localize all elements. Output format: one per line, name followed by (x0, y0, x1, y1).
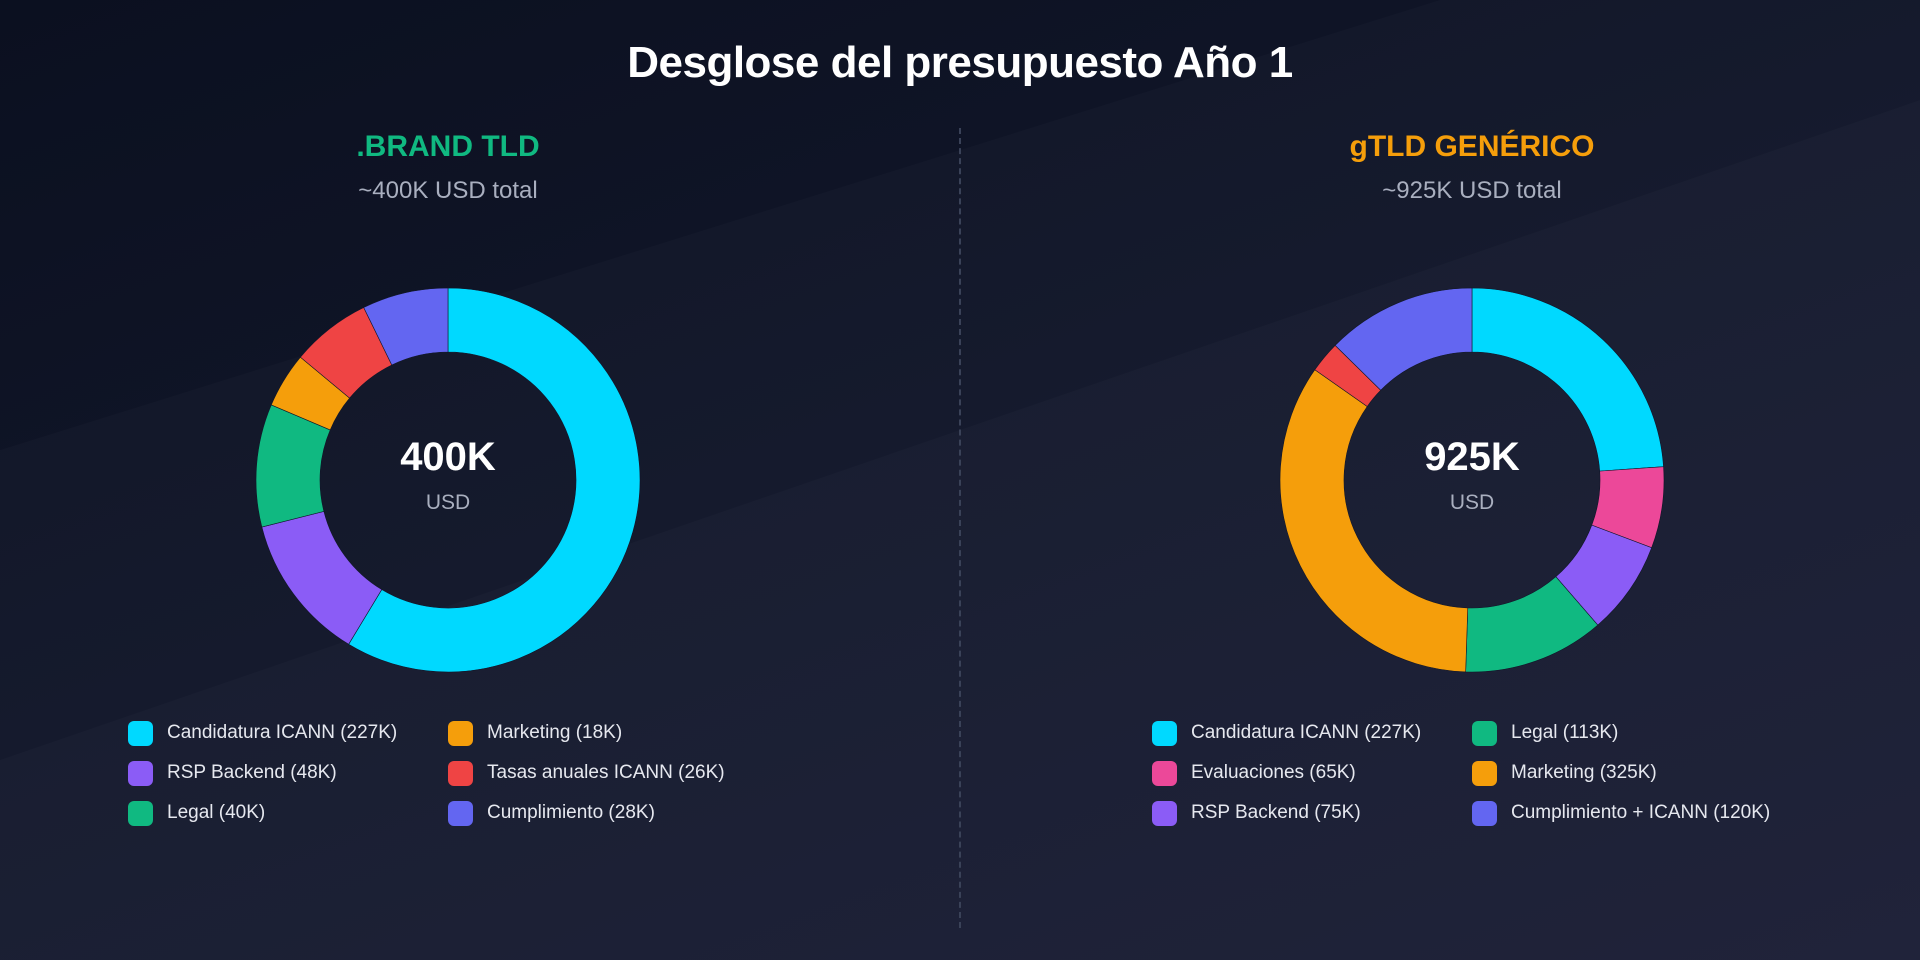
legend-label: Candidatura ICANN (227K) (1191, 722, 1422, 743)
gtld-generico-title: gTLD GENÉRICO (1349, 130, 1595, 163)
brand-tld-title: .BRAND TLD (356, 130, 540, 163)
legend-label: Legal (40K) (167, 802, 266, 823)
gtld-generico-legend-item: Candidatura ICANN (227K) (1152, 720, 1421, 746)
legend-swatch (1472, 800, 1497, 826)
legend-swatch (1152, 720, 1177, 746)
legend-label: Tasas anuales ICANN (26K) (487, 762, 725, 783)
legend-label: RSP Backend (75K) (1191, 802, 1361, 823)
legend-swatch (128, 760, 153, 786)
legend-swatch (448, 760, 473, 786)
gtld-generico-legend-item: RSP Backend (75K) (1152, 800, 1361, 826)
brand-tld-slice-cumplimiento (363, 287, 449, 366)
gtld-generico-slice-cumplimiento-icann (1334, 287, 1473, 391)
brand-tld-legend-item: Candidatura ICANN (227K) (128, 720, 397, 746)
legend-swatch (448, 800, 473, 826)
legend-label: RSP Backend (48K) (167, 762, 337, 783)
legend-swatch (1472, 720, 1497, 746)
legend-swatch (448, 720, 473, 746)
gtld-generico-legend: Candidatura ICANN (227K) Evaluaciones (65… (1152, 720, 1892, 850)
legend-swatch (128, 720, 153, 746)
brand-tld-center-value: 400K (400, 435, 496, 479)
legend-label: Legal (113K) (1511, 722, 1619, 743)
gtld-generico-legend-item: Evaluaciones (65K) (1152, 760, 1356, 786)
page-title: Desglose del presupuesto Año 1 (627, 38, 1293, 87)
legend-label: Cumplimiento (28K) (487, 802, 655, 823)
legend-swatch (128, 800, 153, 826)
legend-label: Marketing (325K) (1511, 762, 1657, 783)
brand-tld-legend-item: RSP Backend (48K) (128, 760, 337, 786)
brand-tld-legend: Candidatura ICANN (227K) RSP Backend (48K… (128, 720, 828, 850)
gtld-generico-center-unit: USD (1449, 491, 1495, 514)
gtld-generico-donut-chart (1279, 287, 1665, 673)
gtld-generico-center-value: 925K (1424, 435, 1520, 479)
brand-tld-subtitle: ~400K USD total (358, 177, 538, 204)
legend-swatch (1472, 760, 1497, 786)
gtld-generico-subtitle: ~925K USD total (1382, 177, 1562, 204)
gtld-generico-legend-item: Legal (113K) (1472, 720, 1618, 746)
brand-tld-legend-item: Legal (40K) (128, 800, 265, 826)
legend-label: Candidatura ICANN (227K) (167, 722, 398, 743)
brand-tld-legend-item: Marketing (18K) (448, 720, 622, 746)
gtld-generico-legend-item: Marketing (325K) (1472, 760, 1657, 786)
brand-tld-donut-chart (255, 287, 641, 673)
legend-label: Evaluaciones (65K) (1191, 762, 1356, 783)
gtld-generico-slice-marketing (1279, 369, 1469, 673)
panel-divider (959, 128, 961, 928)
legend-swatch (1152, 760, 1177, 786)
brand-tld-legend-item: Tasas anuales ICANN (26K) (448, 760, 725, 786)
brand-tld-legend-item: Cumplimiento (28K) (448, 800, 655, 826)
legend-label: Cumplimiento + ICANN (120K) (1511, 802, 1771, 823)
gtld-generico-legend-item: Cumplimiento + ICANN (120K) (1472, 800, 1770, 826)
brand-tld-slice-candidatura-icann (348, 287, 641, 673)
legend-label: Marketing (18K) (487, 722, 623, 743)
legend-swatch (1152, 800, 1177, 826)
brand-tld-center-unit: USD (425, 491, 471, 514)
